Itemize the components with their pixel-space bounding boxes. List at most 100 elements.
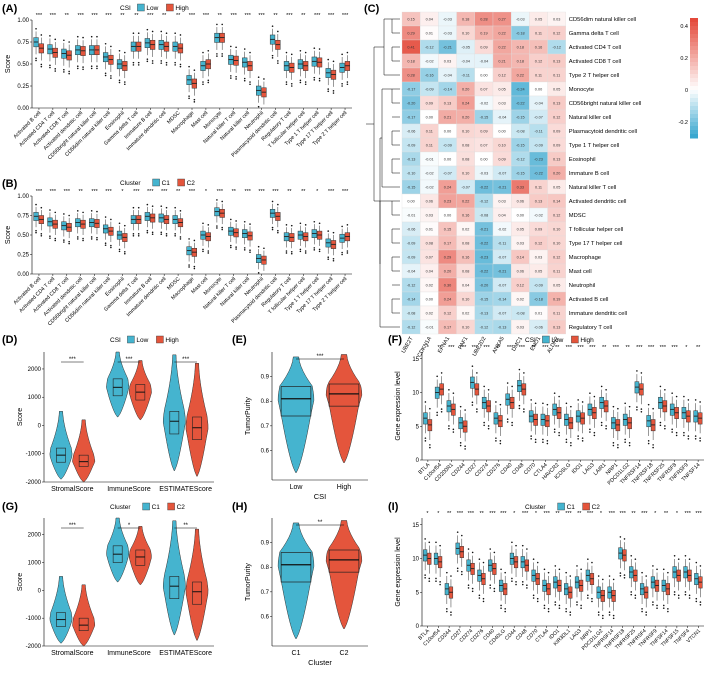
i-significance: * <box>676 511 679 517</box>
b-outlier <box>63 241 65 243</box>
i-significance: *** <box>641 511 648 517</box>
heatmap-value: 0.05 <box>553 284 560 288</box>
colorbar-segment <box>690 114 698 119</box>
a-outlier <box>277 30 279 33</box>
e-ytick-label: 0.9 <box>261 375 270 381</box>
b-significance: *** <box>161 189 168 195</box>
chart-layer: CSI Low High0.000.250.500.751.00Score***Ac… <box>5 3 704 667</box>
e-violin-high <box>325 354 363 464</box>
b-outlier <box>202 250 204 253</box>
a-outlier <box>165 61 168 64</box>
f-outlier <box>506 418 509 421</box>
a-outlier <box>299 81 302 84</box>
colorbar-segment <box>690 86 698 91</box>
a-significance: ** <box>176 13 181 19</box>
d-violin-low <box>106 351 130 418</box>
f-significance: *** <box>483 345 490 351</box>
a-outlier <box>271 57 274 59</box>
a-outlier <box>243 79 246 82</box>
a-outlier <box>151 60 154 62</box>
d-legend-swatch-1 <box>156 335 164 344</box>
a-outlier <box>341 53 343 56</box>
heatmap-value: -0.17 <box>407 116 416 120</box>
i-outlier <box>526 548 528 550</box>
i-significance: *** <box>544 511 551 517</box>
i-outlier <box>526 587 528 589</box>
f-outlier <box>523 372 525 374</box>
f-outlier <box>546 442 549 445</box>
f-outlier <box>459 444 462 447</box>
i-outlier <box>576 604 578 606</box>
heatmap-value: -0.14 <box>407 298 416 302</box>
a-outlier <box>146 28 149 31</box>
heatmap-value: 0.13 <box>444 102 451 106</box>
heatmap-row-label: CD56dim natural killer cell <box>569 17 636 23</box>
heatmap-value: 0.18 <box>517 46 524 50</box>
i-outlier <box>515 544 517 547</box>
f-significance: *** <box>671 345 678 351</box>
a-outlier <box>202 51 204 54</box>
heatmap-value: 0.13 <box>553 326 560 330</box>
i-ytick-label: 15 <box>412 523 419 529</box>
f-outlier <box>565 438 568 441</box>
b-outlier <box>151 231 154 234</box>
heatmap-row-label: Eosinophil <box>569 157 596 163</box>
heatmap-value: -0.22 <box>534 172 543 176</box>
heatmap-value: -0.06 <box>407 228 416 232</box>
b-outlier <box>277 203 279 206</box>
g-significance: *** <box>69 523 77 529</box>
a-outlier <box>249 81 251 83</box>
a-outlier <box>290 83 293 85</box>
heatmap-value: 0.10 <box>462 172 469 176</box>
i-outlier <box>493 587 496 590</box>
g-box <box>78 617 89 631</box>
f-significance: *** <box>472 345 479 351</box>
heatmap-row-label: Macrophage <box>569 255 601 261</box>
heatmap-value: 0.11 <box>553 270 560 274</box>
g-box <box>169 576 180 599</box>
a-outlier <box>40 34 43 36</box>
b-significance: *** <box>105 189 112 195</box>
i-outlier <box>536 597 539 600</box>
a-outlier <box>104 42 107 45</box>
b-significance: ** <box>287 189 292 195</box>
f-significance: *** <box>636 345 643 351</box>
f-outlier <box>440 408 443 410</box>
heatmap-value: 0.12 <box>444 312 451 316</box>
f-significance: * <box>427 345 430 351</box>
b-outlier <box>341 253 343 256</box>
a-outlier <box>216 23 218 26</box>
b-outlier <box>104 242 107 244</box>
b-legend-label-0: C1 <box>162 180 171 187</box>
b-outlier <box>230 244 232 247</box>
a-significance: ** <box>65 13 70 19</box>
a-outlier <box>49 64 51 67</box>
colorbar-segment <box>690 110 698 115</box>
i-significance: ** <box>447 511 452 517</box>
a-outlier <box>40 65 43 68</box>
a-outlier <box>216 55 218 57</box>
f-outlier <box>483 424 485 427</box>
heatmap-value: -0.20 <box>407 102 416 106</box>
heatmap-value: -0.12 <box>407 326 416 330</box>
i-outlier <box>493 590 496 593</box>
f-outlier <box>624 441 626 443</box>
b-outlier <box>137 206 140 209</box>
i-outlier <box>439 581 441 583</box>
colorbar-segment <box>690 34 698 39</box>
heatmap-value: -0.15 <box>516 144 525 148</box>
e-xtick-label: Low <box>290 484 304 491</box>
heatmap-value: 0.16 <box>462 214 469 218</box>
heatmap-value: -0.07 <box>443 172 452 176</box>
f-outlier <box>452 431 455 433</box>
f-outlier <box>558 431 560 434</box>
colorbar-segment <box>690 70 698 75</box>
f-outlier <box>487 389 490 391</box>
heatmap-value: 0.22 <box>517 74 524 78</box>
f-outlier <box>511 424 513 427</box>
b-outlier <box>124 250 126 253</box>
e-box <box>328 383 360 407</box>
i-outlier <box>630 593 633 596</box>
heatmap-row-label: Natural killer cell <box>569 115 612 121</box>
